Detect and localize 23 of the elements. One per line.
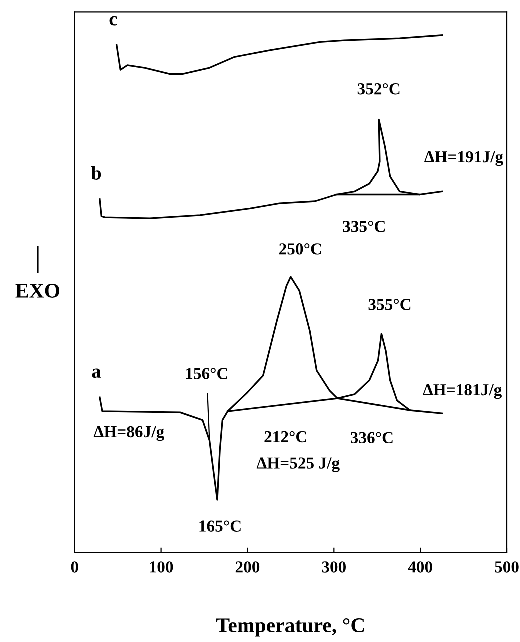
series-label: a (92, 368, 102, 378)
x-tick-label: 400 (408, 562, 432, 573)
annotation: 355°C (368, 299, 411, 310)
annotation: ΔH=191J/g (424, 151, 504, 166)
series-label: b (91, 166, 102, 180)
x-axis-title: Temperature, °C (216, 618, 364, 637)
x-tick-label: 0 (71, 562, 78, 573)
annotation: 212°C (264, 431, 306, 443)
annotation: 352°C (358, 84, 400, 95)
annotation: 250°C (280, 244, 322, 255)
annotation: 335°C (343, 221, 385, 232)
x-tick-label: 300 (322, 562, 346, 573)
annotation: 156°C (186, 368, 228, 380)
x-tick-label: 500 (495, 562, 519, 573)
annotation: ΔH=181J/g (423, 384, 502, 400)
x-tick-label: 200 (236, 562, 260, 573)
annotation: 165°C (200, 520, 241, 532)
series-label: c (110, 16, 118, 26)
annotation: ΔH=86J/g (94, 426, 164, 442)
y-axis-title: EXO (16, 284, 60, 298)
annotation: 336°C (350, 432, 393, 444)
annotation: ΔH=525 J/g (256, 458, 340, 472)
x-tick-label: 100 (150, 562, 174, 573)
